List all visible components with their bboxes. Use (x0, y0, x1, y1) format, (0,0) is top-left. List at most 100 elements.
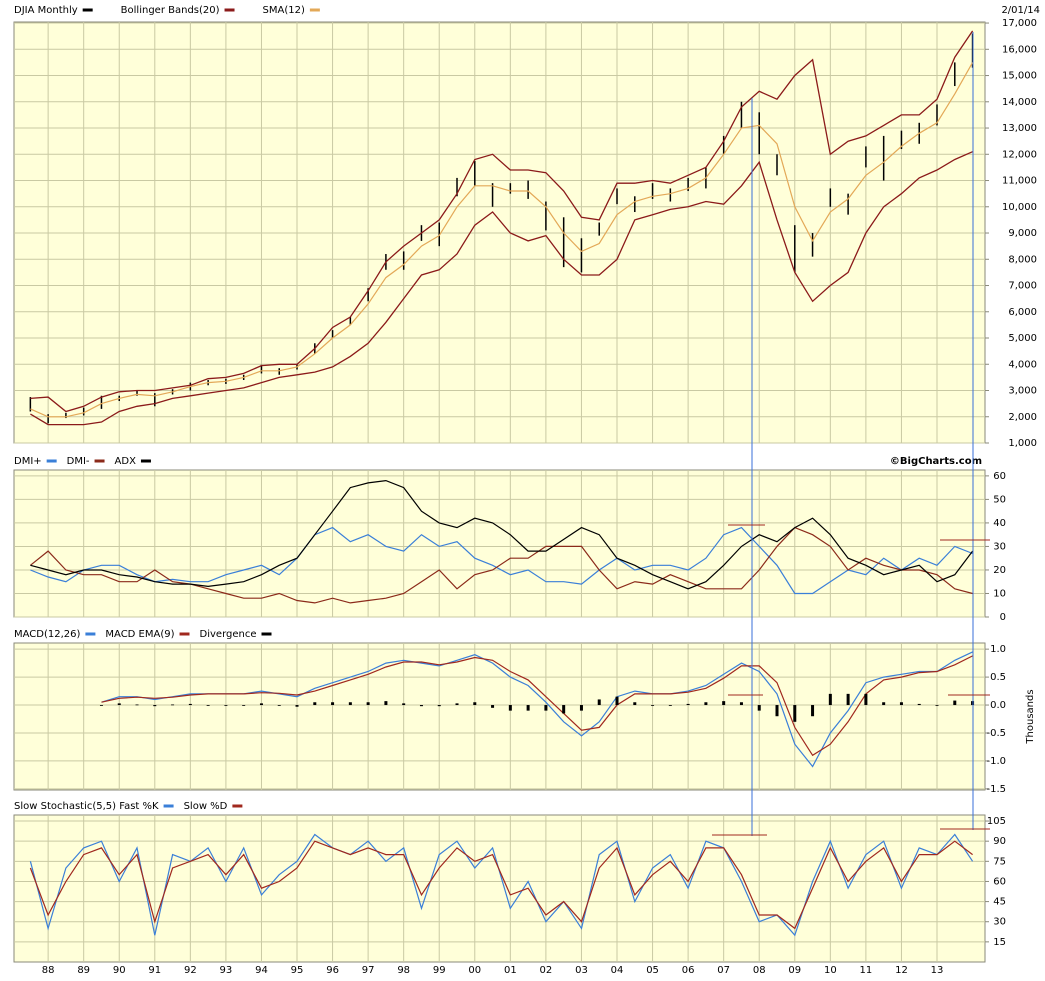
bar (917, 703, 921, 706)
x-tick-label: 06 (682, 965, 695, 976)
y-tick-label: -1.5 (986, 784, 1006, 795)
y-tick-label: 3,000 (1008, 386, 1037, 397)
y-tick-label: 1.0 (990, 644, 1006, 655)
x-tick-label: 97 (362, 965, 375, 976)
series-line (30, 62, 974, 418)
bar (953, 700, 957, 706)
bar (491, 705, 495, 708)
x-tick-label: 11 (860, 965, 873, 976)
y-tick-label: 60 (993, 471, 1006, 482)
x-tick-label: 93 (220, 965, 233, 976)
y-tick-label: 105 (987, 816, 1006, 827)
series-line (101, 655, 973, 757)
legend-label: Slow Stochastic(5,5) Fast %K (14, 801, 159, 812)
bar (366, 702, 370, 706)
legend-label: DMI- (67, 456, 90, 467)
x-tick-label: 12 (895, 965, 908, 976)
bar (864, 693, 868, 706)
y-tick-label: 60 (993, 876, 1006, 887)
y-tick-label: 30 (993, 917, 1006, 928)
bar (668, 705, 672, 706)
bar (597, 699, 601, 706)
y-tick-label: -1.0 (986, 756, 1006, 767)
x-tick-label: 13 (931, 965, 944, 976)
x-tick-label: 92 (184, 965, 197, 976)
bar (579, 705, 583, 711)
x-tick-label: 99 (433, 965, 446, 976)
y-tick-label: 7,000 (1008, 281, 1037, 292)
x-tick-label: 10 (824, 965, 837, 976)
y-tick-label: 12,000 (1002, 149, 1037, 160)
bar (882, 702, 886, 706)
bar (384, 701, 388, 706)
legend-label: MACD EMA(9) (105, 629, 174, 640)
y-tick-label: 14,000 (1002, 97, 1037, 108)
x-tick-label: 05 (646, 965, 659, 976)
y-tick-label: 1,000 (1008, 438, 1037, 449)
y-tick-label: 2,000 (1008, 412, 1037, 423)
bar (846, 693, 850, 706)
bar (455, 703, 459, 706)
bar (508, 705, 512, 711)
bar (828, 693, 832, 706)
x-tick-label: 03 (575, 965, 588, 976)
bar (402, 703, 406, 706)
bar (277, 705, 281, 706)
bar (206, 705, 210, 706)
x-tick-label: 91 (148, 965, 161, 976)
x-tick-label: 95 (291, 965, 304, 976)
bar (704, 702, 708, 706)
bar (793, 705, 797, 722)
y-tick-label: 0 (1000, 612, 1006, 623)
plot-area (13, 814, 986, 963)
bar (757, 705, 761, 711)
bar (224, 705, 228, 706)
y-tick-label: 0.5 (990, 672, 1006, 683)
y-tick-label: 9,000 (1008, 228, 1037, 239)
y-tick-label: 5,000 (1008, 333, 1037, 344)
legend-label: DJIA Monthly (14, 5, 78, 16)
bar (419, 705, 423, 707)
bar (259, 703, 263, 706)
bar (526, 705, 530, 711)
bar (331, 702, 335, 706)
credit: ©BigCharts.com (890, 456, 982, 467)
x-tick-label: 89 (77, 965, 90, 976)
x-tick-label: 01 (504, 965, 517, 976)
bar (722, 701, 726, 706)
x-tick-label: 07 (717, 965, 730, 976)
y-tick-label: 10,000 (1002, 202, 1037, 213)
bar (242, 705, 246, 706)
x-tick-label: 96 (326, 965, 339, 976)
date-label: 2/01/14 (1001, 5, 1040, 16)
bar (135, 704, 139, 706)
legend-label: Divergence (200, 629, 257, 640)
series-line (29, 840, 973, 930)
y-tick-label: 90 (993, 836, 1006, 847)
y-tick-label: 50 (993, 494, 1006, 505)
plot-area (13, 21, 986, 444)
bar (739, 702, 743, 706)
y-tick-label: 13,000 (1002, 123, 1037, 134)
legend-label: Slow %D (184, 801, 228, 812)
y-tick-label: 40 (993, 518, 1006, 529)
bar (171, 704, 175, 706)
bar (544, 705, 548, 711)
bar (99, 705, 103, 706)
bar (188, 703, 192, 706)
legend-label: SMA(12) (263, 5, 305, 16)
bar (313, 702, 317, 706)
bar (651, 705, 655, 706)
y-tick-label: 15 (993, 937, 1006, 948)
series-line (30, 30, 974, 413)
x-tick-label: 04 (611, 965, 624, 976)
x-tick-label: 08 (753, 965, 766, 976)
series-line (30, 151, 973, 426)
y-tick-label: 17,000 (1002, 18, 1037, 29)
bar (899, 702, 903, 706)
plot-area (13, 642, 986, 791)
bar (633, 702, 637, 706)
y-tick-label: 15,000 (1002, 71, 1037, 82)
x-tick-label: 98 (397, 965, 410, 976)
